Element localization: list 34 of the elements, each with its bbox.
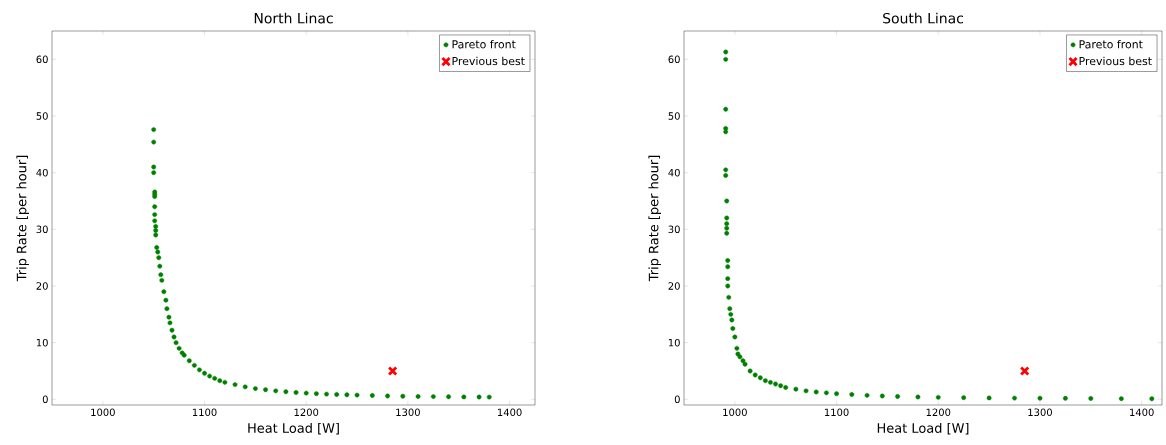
y-tick-label: 60: [668, 55, 680, 64]
x-tick-label: 1100: [824, 408, 849, 417]
x-tick-label: 1100: [192, 408, 217, 417]
x-tick-label: 1400: [498, 408, 522, 417]
x-tick-label: 1300: [396, 408, 420, 417]
y-tick-label: 20: [668, 282, 680, 290]
y-tick-label: 40: [668, 168, 680, 177]
legend-label: Previous best: [452, 56, 525, 66]
y-tick-label: 40: [36, 168, 48, 177]
x-tick-label: 1300: [1028, 408, 1052, 417]
x-axis-title: Heat Load [W]: [248, 422, 339, 435]
x-tick-label: 1000: [723, 408, 747, 417]
y-tick-label: 60: [36, 55, 48, 64]
chart-title: North Linac: [254, 12, 333, 24]
y-tick-label: 0: [674, 395, 680, 404]
y-tick-label: 30: [668, 225, 680, 234]
legend-label: Previous best: [1079, 56, 1152, 66]
x-tick-label: 1200: [926, 408, 951, 417]
y-axis-title: Trip Rate [per hour]: [648, 155, 661, 282]
y-tick-label: 30: [36, 225, 48, 234]
y-axis-title: Trip Rate [per hour]: [16, 155, 29, 282]
y-tick-label: 20: [36, 282, 48, 290]
y-tick-label: 0: [42, 395, 48, 404]
y-tick-label: 10: [36, 338, 48, 347]
legend-label: Pareto front: [452, 39, 516, 49]
x-tick-label: 1000: [91, 408, 115, 417]
x-tick-label: 1200: [294, 408, 319, 417]
x-axis-title: Heat Load [W]: [877, 422, 969, 435]
y-tick-label: 50: [36, 112, 48, 120]
chart-title: South Linac: [883, 12, 963, 24]
y-tick-label: 50: [668, 112, 680, 120]
x-tick-label: 1400: [1130, 408, 1154, 417]
y-tick-label: 10: [668, 338, 680, 347]
legend-label: Pareto front: [1079, 39, 1143, 49]
